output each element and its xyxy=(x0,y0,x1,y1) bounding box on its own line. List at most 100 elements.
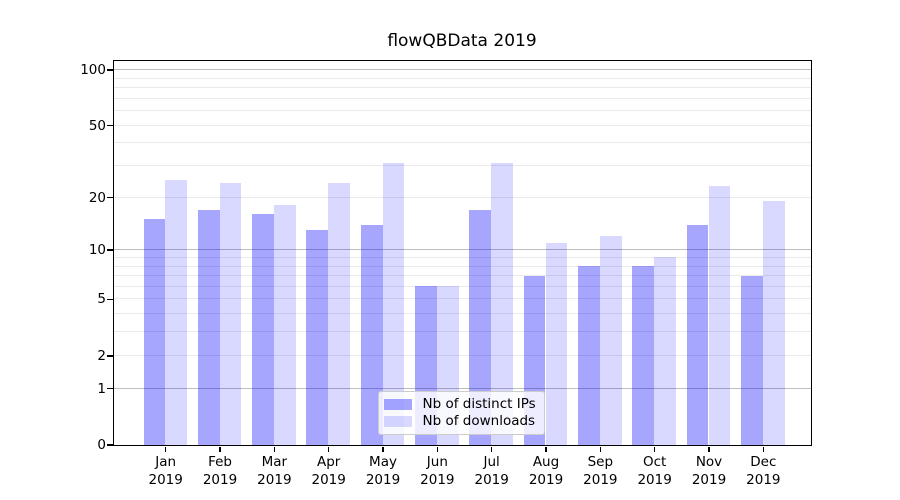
y-tick xyxy=(107,69,113,71)
bar-downloads-may xyxy=(382,162,405,445)
x-tick-year: 2019 xyxy=(202,472,238,488)
gridline-minor xyxy=(113,275,811,277)
gridline-minor xyxy=(113,97,811,99)
y-tick xyxy=(107,444,113,446)
gridline-minor xyxy=(113,256,811,258)
bar-downloads-mar xyxy=(273,205,296,445)
x-tick-year: 2019 xyxy=(691,472,727,488)
bar-downloads-jan xyxy=(165,179,187,445)
bar-ips-apr xyxy=(306,230,329,445)
x-tick-year: 2019 xyxy=(637,472,672,488)
chart-title: flowQBData 2019 xyxy=(387,31,537,51)
bar-ips-jul xyxy=(469,209,492,445)
x-tick-label: Oct 2019 xyxy=(625,453,685,490)
bar-ips-may xyxy=(360,224,383,445)
x-tick-year: 2019 xyxy=(528,472,564,488)
bar-ips-feb xyxy=(197,209,220,445)
x-tick xyxy=(599,446,602,452)
x-tick-year: 2019 xyxy=(583,472,618,488)
gridline-minor xyxy=(113,110,811,112)
x-tick xyxy=(762,446,765,452)
bar-ips-dec xyxy=(741,275,763,445)
gridline-minor xyxy=(113,142,811,144)
gridline-minor xyxy=(113,87,811,89)
legend-label: Nb of distinct IPs xyxy=(422,395,536,412)
bar-downloads-sep xyxy=(599,236,622,445)
x-tick-year: 2019 xyxy=(420,472,455,488)
bar-downloads-dec xyxy=(762,201,785,445)
x-tick-month: Mar xyxy=(261,453,288,470)
x-tick-month: May xyxy=(369,453,397,470)
x-tick-month: Feb xyxy=(208,453,232,470)
x-tick xyxy=(382,446,384,452)
x-tick-year: 2019 xyxy=(365,472,401,488)
y-tick-label: 1 xyxy=(97,380,106,397)
x-tick xyxy=(490,446,493,452)
y-tick-label: 100 xyxy=(80,62,106,79)
gridline-minor xyxy=(113,331,811,333)
x-tick-label: Mar 2019 xyxy=(244,453,304,490)
y-tick xyxy=(107,298,113,301)
bar-ips-sep xyxy=(578,266,600,445)
bar-ips-oct xyxy=(632,266,655,445)
gridline-minor xyxy=(113,165,811,167)
x-tick xyxy=(219,446,221,452)
gridline-minor xyxy=(113,196,811,198)
x-tick-label: Feb 2019 xyxy=(190,453,250,490)
x-tick-label: May 2019 xyxy=(353,453,413,490)
x-tick-year: 2019 xyxy=(148,472,183,488)
bar-ips-nov xyxy=(686,224,709,445)
x-tick-month: Apr xyxy=(317,453,341,470)
x-tick-month: Oct xyxy=(642,453,667,470)
gridline-major xyxy=(113,249,811,251)
x-tick-year: 2019 xyxy=(474,472,509,488)
legend-swatch xyxy=(383,415,412,427)
x-tick-label: Nov 2019 xyxy=(679,453,739,490)
x-tick-year: 2019 xyxy=(257,472,292,488)
x-tick-year: 2019 xyxy=(746,472,781,488)
gridline-major xyxy=(113,69,811,71)
y-tick xyxy=(107,249,113,251)
plot-area: Nb of distinct IPs Nb of downloads xyxy=(112,59,812,446)
legend-row: Nb of distinct IPs xyxy=(383,395,536,413)
x-tick-label: Aug 2019 xyxy=(516,453,576,490)
x-tick xyxy=(708,446,710,452)
x-tick-month: Jul xyxy=(483,453,500,470)
x-tick-label: Jul 2019 xyxy=(462,453,522,490)
x-tick xyxy=(545,446,547,452)
gridline-major xyxy=(113,387,811,389)
legend-swatch xyxy=(383,398,412,410)
x-tick-month: Dec xyxy=(750,453,777,470)
bar-ips-mar xyxy=(252,214,274,445)
x-tick xyxy=(273,446,276,452)
x-tick-label: Jan 2019 xyxy=(136,453,196,490)
bar-downloads-oct xyxy=(654,257,676,445)
bar-downloads-feb xyxy=(219,183,242,445)
bar-ips-jan xyxy=(143,219,166,445)
y-tick-label: 20 xyxy=(88,189,106,206)
x-tick xyxy=(327,446,330,452)
legend-row: Nb of downloads xyxy=(383,412,536,430)
x-tick-label: Sep 2019 xyxy=(570,453,630,490)
y-tick-label: 2 xyxy=(97,347,106,364)
bar-downloads-apr xyxy=(328,183,350,445)
x-tick-label: Dec 2019 xyxy=(733,453,793,490)
x-tick-month: Sep xyxy=(587,453,614,470)
x-tick-year: 2019 xyxy=(311,472,346,488)
gridline-minor xyxy=(113,265,811,267)
x-tick-label: Jun 2019 xyxy=(407,453,467,490)
x-tick-month: Jun xyxy=(426,453,448,470)
y-tick-label: 50 xyxy=(88,117,106,134)
bar-downloads-aug xyxy=(545,242,568,445)
legend-label: Nb of downloads xyxy=(422,412,536,429)
x-tick-month: Aug xyxy=(532,453,560,470)
gridline-minor xyxy=(113,298,811,300)
x-tick xyxy=(653,446,656,452)
y-tick-label: 10 xyxy=(88,242,106,259)
y-tick xyxy=(107,124,113,127)
gridline-minor xyxy=(113,124,811,126)
y-tick-label: 0 xyxy=(97,437,106,453)
bar-downloads-jul xyxy=(491,162,513,445)
x-tick-label: Apr 2019 xyxy=(299,453,359,490)
